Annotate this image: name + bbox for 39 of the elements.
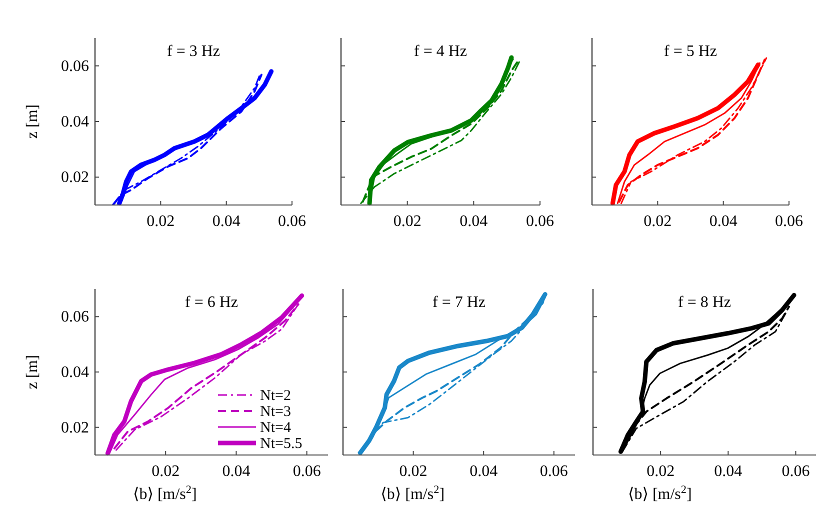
x-tick-label: 0.02 <box>393 213 422 230</box>
x-tick-label: 0.02 <box>399 463 428 480</box>
x-tick-label: 0.04 <box>212 213 240 230</box>
x-tick-label: 0.06 <box>292 463 321 480</box>
chart-title: f = 7 Hz <box>432 294 486 311</box>
x-tick-label: 0.02 <box>146 213 175 230</box>
y-tick-label: 0.06 <box>61 308 89 326</box>
y-tick-label: 0.04 <box>61 364 89 381</box>
chart-title: f = 3 Hz <box>166 43 220 60</box>
x-tick-label: 0.04 <box>714 463 742 480</box>
x-tick-label: 0.06 <box>782 463 810 480</box>
legend-label: Nt=4 <box>260 420 292 436</box>
x-tick-label: 0.02 <box>646 463 675 480</box>
y-tick-label: 0.02 <box>61 419 89 436</box>
x-tick-label: 0.02 <box>152 463 180 480</box>
x-axis-title: ⟨b⟩ [m/s$^{2}$] <box>380 484 445 503</box>
y-axis-title: z [m] <box>24 104 41 139</box>
x-tick-label: 0.02 <box>644 213 672 230</box>
y-tick-label: 0.06 <box>61 58 89 75</box>
x-tick-label: 0.06 <box>775 213 803 230</box>
legend-label: Nt=2 <box>260 388 291 404</box>
x-tick-label: 0.04 <box>470 463 498 480</box>
x-tick-label: 0.04 <box>709 213 738 230</box>
x-tick-label: 0.04 <box>460 213 488 230</box>
x-axis-title: ⟨b⟩ [m/s$^{2}$] <box>628 484 692 503</box>
chart-title: f = 6 Hz <box>184 294 238 311</box>
x-tick-label: 0.06 <box>540 463 568 480</box>
chart-title: f = 4 Hz <box>414 43 468 60</box>
x-tick-label: 0.04 <box>222 463 250 480</box>
legend-label: Nt=5.5 <box>260 436 302 452</box>
y-axis-title: z [m] <box>24 354 41 390</box>
x-axis-title: ⟨b⟩ [m/s$^{2}$] <box>132 484 197 503</box>
chart-title: f = 8 Hz <box>678 294 732 311</box>
legend-label: Nt=3 <box>260 404 291 420</box>
x-tick-label: 0.06 <box>278 213 306 230</box>
chart-title: f = 5 Hz <box>664 43 718 60</box>
y-tick-label: 0.02 <box>61 169 89 186</box>
y-tick-label: 0.04 <box>61 114 89 130</box>
x-tick-label: 0.06 <box>526 213 554 230</box>
